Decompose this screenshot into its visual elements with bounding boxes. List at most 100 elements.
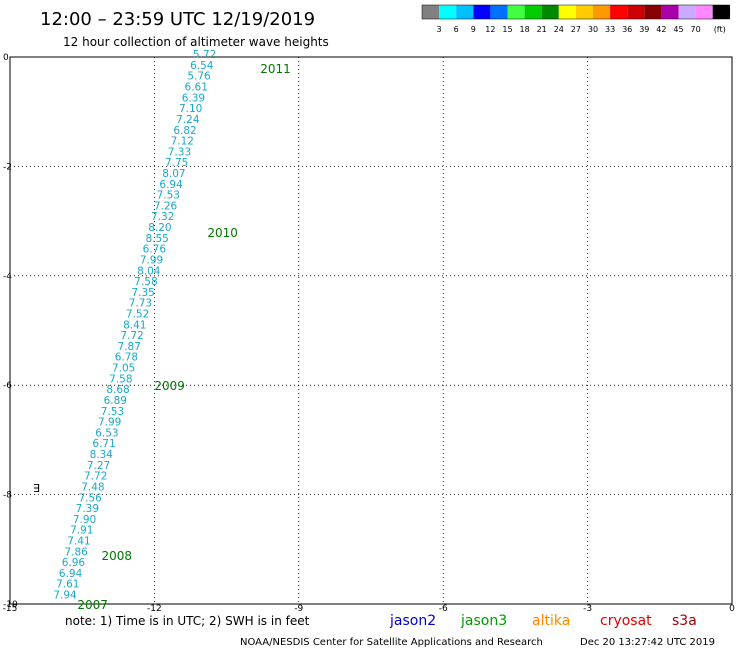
wave-height-value: 7.53 [101,406,124,418]
color-scale-label: 70 [691,25,701,34]
satellite-name-jason2: jason2 [389,613,436,629]
color-scale-label: 18 [520,25,530,34]
color-scale-label: 45 [673,25,683,34]
color-swatch [627,5,645,19]
wave-height-value: 7.73 [129,298,152,310]
wave-height-value: 6.61 [185,82,208,94]
time-label: 2007 [77,598,108,612]
wave-height-value: 6.71 [92,438,115,450]
wave-height-value: 7.32 [151,211,174,223]
lat-tick-label: -10 [3,600,18,610]
lat-tick-label: -4 [3,272,12,282]
color-swatch [575,5,593,19]
wave-height-value: 7.58 [134,276,157,288]
time-label: 2011 [260,62,291,76]
satellite-legend: jason2 jason3 altika cryosat s3a [389,613,697,629]
color-swatch [678,5,696,19]
color-scale-label: 42 [656,25,666,34]
wave-height-value: 6.39 [182,92,205,104]
wave-height-value: 8.68 [106,384,129,396]
color-swatch [661,5,679,19]
satellite-name-cryosat: cryosat [600,613,652,629]
color-scale-label: 6 [454,25,459,34]
color-scale-label: 3 [437,25,442,34]
wave-height-value: 7.90 [73,514,96,526]
color-scale-label: 15 [502,25,512,34]
wave-height-value: 7.99 [140,254,163,266]
wave-height-value: 7.33 [168,146,191,158]
wave-height-value: 6.82 [173,125,196,137]
lon-tick-label: 0 [729,604,735,614]
wave-height-value: 7.99 [98,417,121,429]
page-title: 12:00 – 23:59 UTC 12/19/2019 [40,9,315,30]
credit-line: NOAA/NESDIS Center for Satellite Applica… [240,637,543,648]
color-scale-label: 27 [571,25,581,34]
wave-height-value: 6.89 [104,395,127,407]
satellite-name-altika: altika [532,613,570,629]
satellite-name-s3a: s3a [672,613,697,629]
wave-height-value: 7.26 [154,200,178,212]
wave-height-value: 7.56 [78,492,102,504]
color-swatch [558,5,576,19]
wave-height-value: 7.27 [87,460,110,472]
wave-height-value: 7.91 [70,525,93,537]
time-label: 2009 [154,379,185,393]
wave-height-value: 8.34 [90,449,114,461]
color-scale-label: 21 [537,25,547,34]
wave-height-value: 8.20 [148,222,171,234]
color-scale-label: 24 [554,25,564,34]
time-label: 2010 [207,226,238,240]
color-scale-label: 9 [471,25,476,34]
color-swatch [524,5,542,19]
wave-height-value: 7.35 [131,287,154,299]
wave-height-value: 6.53 [95,427,118,439]
wave-height-value: 7.86 [64,546,88,558]
color-swatch [644,5,662,19]
lat-tick-label: -2 [3,162,12,172]
wave-height-value: 6.76 [143,244,167,256]
wave-height-value: 7.72 [84,471,107,483]
lon-tick-label: -6 [439,604,448,614]
wave-height-value: 7.10 [179,103,202,115]
wave-height-value: 8.04 [137,265,161,277]
wave-height-value: 6.96 [62,557,86,569]
color-swatch [712,5,730,19]
lon-tick-label: -12 [147,604,162,614]
units-note: note: 1) Time is in UTC; 2) SWH is in fe… [65,614,310,628]
color-scale-unit: (ft) [714,25,726,34]
color-scale-label: 33 [605,25,615,34]
wave-height-value: 5.76 [187,71,211,83]
satellite-name-jason3: jason3 [460,613,507,629]
lat-tick-label: -6 [3,381,12,391]
wave-height-value: 7.39 [76,503,99,515]
color-swatch [610,5,628,19]
timestamp: Dec 20 13:27:42 UTC 2019 [580,637,715,648]
wave-height-value: 7.48 [81,481,104,493]
wave-height-value: 6.94 [59,568,83,580]
lat-tick-label: 0 [3,53,9,63]
lon-tick-label: -15 [3,604,18,614]
color-swatch [439,5,457,19]
color-swatch [507,5,525,19]
color-swatch [422,5,440,19]
color-scale-label: 12 [485,25,495,34]
wave-height-value: 7.24 [176,114,200,126]
lon-tick-label: -9 [294,604,303,614]
wave-height-value: 7.72 [120,330,143,342]
wave-height-value: 6.54 [190,60,214,72]
wave-height-value: 7.53 [157,190,180,202]
land-marker-icon: ∃ [33,482,40,495]
wave-height-value: 5.72 [193,49,216,61]
color-swatch [593,5,611,19]
wave-height-value: 6.94 [159,179,183,191]
wave-height-value: 8.41 [123,319,146,331]
color-scale-legend: 3 6 9 12 15 18 21 24 27 30 33 36 39 42 45 70 (ft) [421,4,731,34]
wave-height-value: 6.78 [115,352,138,364]
wave-height-value: 8.07 [162,168,185,180]
wave-height-value: 7.61 [56,579,79,591]
time-labels: 2011 2010 2009 2008 2007 [77,62,290,612]
wave-height-value: 7.75 [165,157,188,169]
color-swatch [490,5,508,19]
wave-height-value: 8.55 [145,233,168,245]
lat-lon-grid [10,57,732,604]
